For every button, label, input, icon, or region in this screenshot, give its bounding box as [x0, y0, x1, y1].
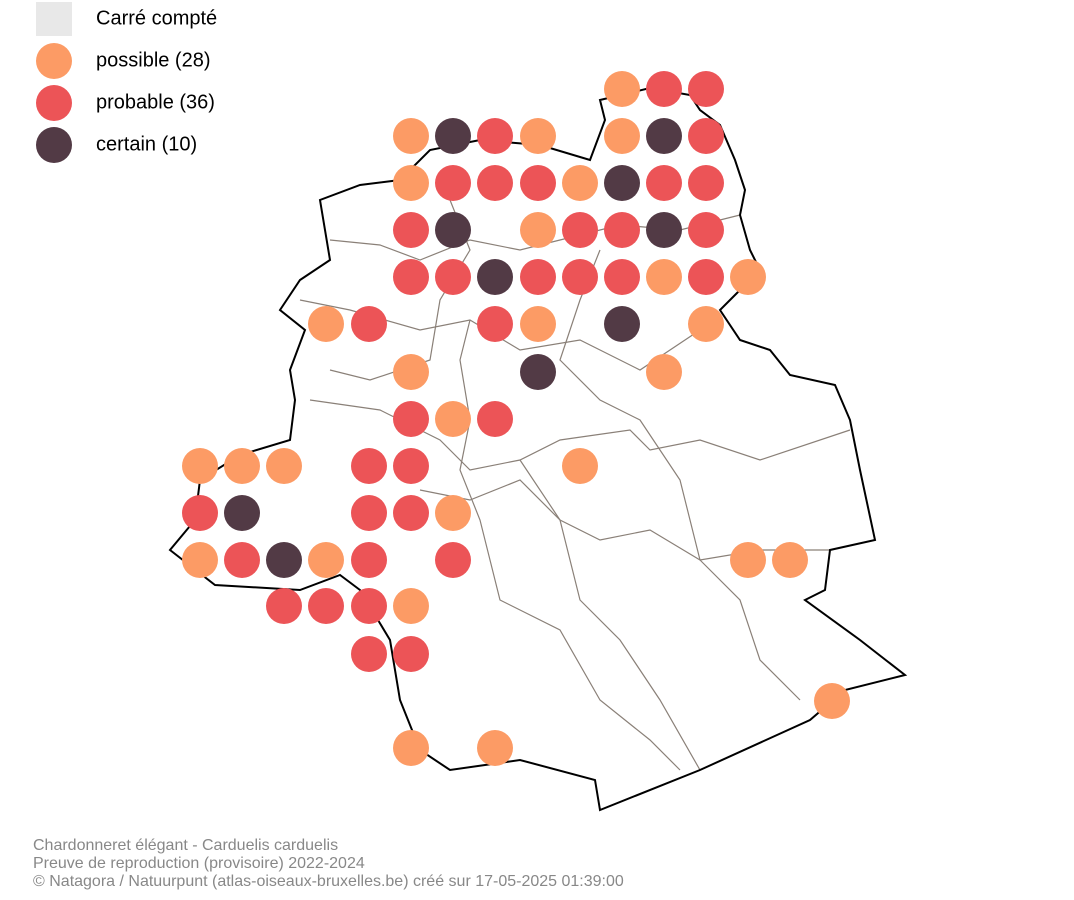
legend-swatch: [36, 127, 72, 163]
square-dot: [393, 165, 429, 201]
square-dot: [308, 306, 344, 342]
square-dot: [646, 71, 682, 107]
caption-line: © Natagora / Natuurpunt (atlas-oiseaux-b…: [33, 873, 624, 890]
square-dot: [604, 212, 640, 248]
square-dot: [688, 259, 724, 295]
square-dot: [604, 118, 640, 154]
square-dot: [266, 588, 302, 624]
square-dot: [520, 212, 556, 248]
square-dot: [477, 730, 513, 766]
square-dot: [520, 118, 556, 154]
square-dot: [351, 542, 387, 578]
square-dot: [604, 259, 640, 295]
legend-swatch: [36, 2, 72, 36]
square-dot: [308, 542, 344, 578]
caption-line: Preuve de reproduction (provisoire) 2022…: [33, 855, 365, 872]
square-dot: [224, 542, 260, 578]
square-dot: [646, 165, 682, 201]
square-dot: [477, 306, 513, 342]
square-dot: [393, 118, 429, 154]
square-dot: [393, 448, 429, 484]
square-dot: [730, 542, 766, 578]
legend: Carré compté possible (28) probable (36) ce…: [36, 2, 217, 163]
square-dot: [477, 259, 513, 295]
square-dot: [308, 588, 344, 624]
square-dot: [646, 212, 682, 248]
square-dot: [182, 495, 218, 531]
square-dot: [520, 165, 556, 201]
square-dot: [562, 212, 598, 248]
square-dot: [730, 259, 766, 295]
legend-swatch: [36, 43, 72, 79]
square-dot: [562, 448, 598, 484]
atlas-squares: [182, 71, 850, 766]
square-dot: [604, 165, 640, 201]
square-dot: [562, 165, 598, 201]
square-dot: [688, 212, 724, 248]
legend-label: possible (28): [96, 49, 211, 71]
square-dot: [266, 542, 302, 578]
square-dot: [435, 165, 471, 201]
square-dot: [393, 259, 429, 295]
square-dot: [266, 448, 302, 484]
square-dot: [772, 542, 808, 578]
square-dot: [351, 306, 387, 342]
square-dot: [351, 636, 387, 672]
square-dot: [224, 448, 260, 484]
square-dot: [477, 401, 513, 437]
square-dot: [435, 401, 471, 437]
square-dot: [182, 448, 218, 484]
legend-swatch: [36, 85, 72, 121]
square-dot: [688, 118, 724, 154]
legend-label: Carré compté: [96, 7, 217, 29]
caption-line: Chardonneret élégant - Carduelis carduel…: [33, 837, 338, 854]
caption: Chardonneret élégant - Carduelis carduel…: [33, 837, 624, 890]
square-dot: [224, 495, 260, 531]
square-dot: [646, 259, 682, 295]
square-dot: [435, 118, 471, 154]
square-dot: [562, 259, 598, 295]
square-dot: [393, 636, 429, 672]
square-dot: [182, 542, 218, 578]
square-dot: [688, 165, 724, 201]
square-dot: [477, 118, 513, 154]
square-dot: [520, 354, 556, 390]
square-dot: [814, 683, 850, 719]
square-dot: [351, 588, 387, 624]
square-dot: [393, 588, 429, 624]
legend-label: certain (10): [96, 133, 197, 155]
square-dot: [351, 448, 387, 484]
square-dot: [688, 71, 724, 107]
square-dot: [435, 212, 471, 248]
square-dot: [435, 259, 471, 295]
square-dot: [477, 165, 513, 201]
square-dot: [393, 730, 429, 766]
square-dot: [604, 306, 640, 342]
square-dot: [393, 212, 429, 248]
square-dot: [393, 495, 429, 531]
square-dot: [520, 259, 556, 295]
square-dot: [520, 306, 556, 342]
square-dot: [435, 495, 471, 531]
square-dot: [604, 71, 640, 107]
square-dot: [646, 354, 682, 390]
square-dot: [393, 354, 429, 390]
square-dot: [646, 118, 682, 154]
square-dot: [435, 542, 471, 578]
square-dot: [351, 495, 387, 531]
legend-label: probable (36): [96, 91, 215, 113]
square-dot: [393, 401, 429, 437]
square-dot: [688, 306, 724, 342]
